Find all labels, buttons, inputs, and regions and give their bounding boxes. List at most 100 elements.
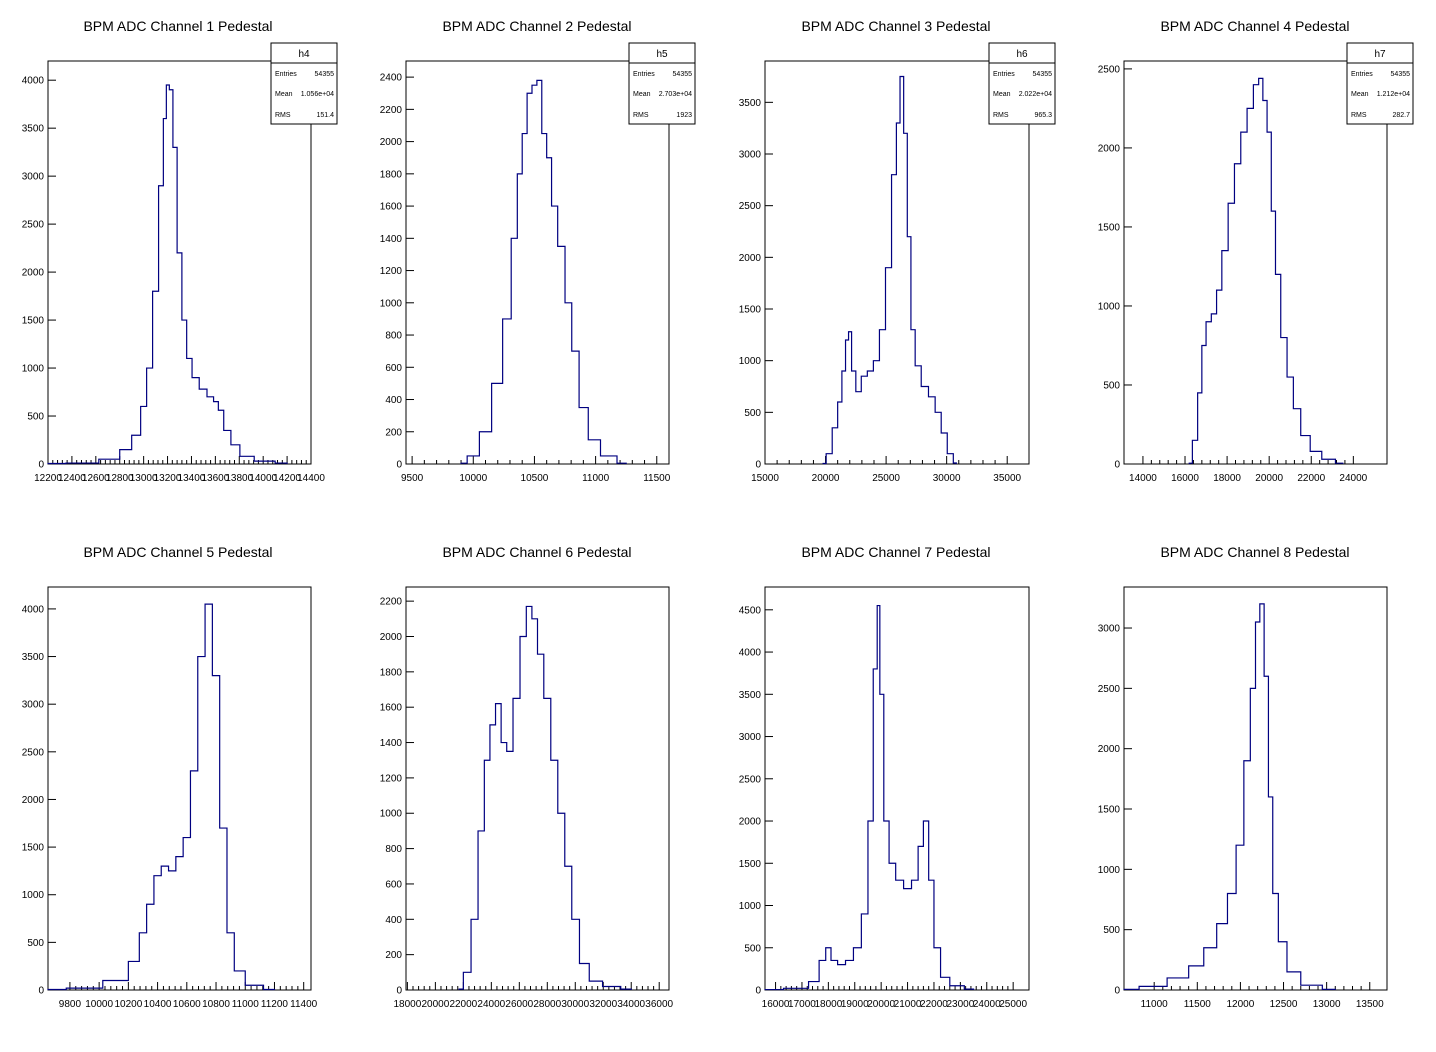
y-tick-label: 1400 <box>380 234 403 245</box>
stat-label: RMS <box>633 112 649 119</box>
x-tick-label: 20000 <box>421 999 449 1010</box>
x-tick-label: 10800 <box>202 999 230 1010</box>
stats-box: h7 Entries 54355 Mean 1.212e+04 RMS 282.7 <box>1346 42 1414 125</box>
y-tick-label: 3000 <box>1098 624 1121 635</box>
x-tick-label: 25000 <box>872 473 900 484</box>
x-tick-label: 10200 <box>114 999 142 1010</box>
x-tick-label: 13000 <box>1313 999 1341 1010</box>
plot-frame <box>405 60 670 465</box>
panel-title: BPM ADC Channel 6 Pedestal <box>442 544 631 560</box>
panel-title: BPM ADC Channel 7 Pedestal <box>801 544 990 560</box>
y-tick-label: 3000 <box>22 172 45 183</box>
y-tick-label: 2000 <box>22 795 45 806</box>
y-tick-label: 2500 <box>1098 684 1121 695</box>
histogram-series <box>458 605 632 990</box>
histogram-name: h4 <box>298 49 310 60</box>
x-tick-label: 13200 <box>154 473 182 484</box>
x-tick-label: 20000 <box>1255 473 1283 484</box>
stat-label: Mean <box>633 91 651 98</box>
y-tick-label: 1000 <box>1098 301 1121 312</box>
x-tick-label: 13600 <box>201 473 229 484</box>
plot-frame <box>764 60 1030 465</box>
histogram-series <box>460 79 627 464</box>
x-tick-label: 15000 <box>751 473 779 484</box>
y-tick-label: 4000 <box>22 76 45 87</box>
panel-title: BPM ADC Channel 4 Pedestal <box>1160 18 1349 34</box>
x-tick-label: 16000 <box>1171 473 1199 484</box>
y-tick-label: 500 <box>27 938 44 949</box>
stat-label: Mean <box>1351 91 1369 98</box>
x-tick-label: 24000 <box>477 999 505 1010</box>
x-tick-label: 22000 <box>449 999 477 1010</box>
plot-frame <box>405 586 670 991</box>
histogram-series <box>47 84 288 465</box>
x-tick-label: 14200 <box>273 473 301 484</box>
y-tick-label: 2500 <box>1098 64 1121 75</box>
y-tick-label: 3500 <box>739 98 762 109</box>
x-tick-label: 18000 <box>393 999 421 1010</box>
stats-box: h6 Entries 54355 Mean 2.022e+04 RMS 965.3 <box>988 42 1056 125</box>
stat-label: Mean <box>275 91 293 98</box>
x-tick-label: 13500 <box>1356 999 1384 1010</box>
stat-label: RMS <box>1351 112 1367 119</box>
y-tick-label: 3500 <box>22 652 45 663</box>
y-tick-label: 3500 <box>739 690 762 701</box>
y-tick-label: 1000 <box>380 298 403 309</box>
y-tick-label: 1800 <box>380 667 403 678</box>
stat-value: 1923 <box>676 112 692 119</box>
x-tick-label: 11400 <box>290 999 318 1010</box>
y-tick-label: 1000 <box>22 364 45 375</box>
stat-value: 2.703e+04 <box>659 91 692 98</box>
x-tick-label: 18000 <box>814 999 842 1010</box>
y-tick-label: 1500 <box>22 316 45 327</box>
y-tick-label: 1200 <box>380 773 403 784</box>
y-tick-label: 600 <box>385 363 402 374</box>
y-tick-label: 1200 <box>380 266 403 277</box>
stat-value: 965.3 <box>1034 112 1052 119</box>
stat-label: RMS <box>993 112 1009 119</box>
y-tick-label: 2500 <box>22 220 45 231</box>
y-tick-label: 3000 <box>739 732 762 743</box>
y-tick-label: 2500 <box>739 774 762 785</box>
y-tick-label: 500 <box>744 408 761 419</box>
y-tick-label: 1500 <box>739 859 762 870</box>
x-tick-label: 13000 <box>130 473 158 484</box>
stats-frame <box>988 42 1056 125</box>
y-tick-label: 1600 <box>380 202 403 213</box>
x-tick-label: 20000 <box>812 473 840 484</box>
histogram-series <box>1188 77 1344 464</box>
y-tick-label: 400 <box>385 395 402 406</box>
stat-value: 54355 <box>1391 71 1411 78</box>
x-tick-label: 11200 <box>261 999 289 1010</box>
y-tick-label: 600 <box>385 879 402 890</box>
y-tick-label: 2000 <box>1098 744 1121 755</box>
x-tick-label: 10500 <box>521 473 549 484</box>
stats-frame <box>628 42 696 125</box>
x-tick-label: 22000 <box>920 999 948 1010</box>
x-tick-label: 11000 <box>232 999 260 1010</box>
x-tick-label: 11000 <box>582 473 610 484</box>
x-tick-label: 14000 <box>249 473 277 484</box>
x-tick-label: 24000 <box>973 999 1001 1010</box>
x-tick-label: 10400 <box>144 999 172 1010</box>
histogram-series <box>822 75 957 465</box>
panel-title: BPM ADC Channel 1 Pedestal <box>83 18 272 34</box>
histogram-panel-7: BPM ADC Channel 7 Pedestal 16000170001800… <box>739 42 1056 1010</box>
y-tick-label: 3000 <box>22 700 45 711</box>
x-tick-label: 22000 <box>1297 473 1325 484</box>
y-tick-label: 500 <box>744 943 761 954</box>
y-tick-label: 1600 <box>380 703 403 714</box>
y-tick-label: 500 <box>1103 925 1120 936</box>
x-tick-label: 24000 <box>1339 473 1367 484</box>
y-tick-label: 800 <box>385 844 402 855</box>
x-tick-label: 30000 <box>561 999 589 1010</box>
x-tick-label: 10600 <box>173 999 201 1010</box>
y-tick-label: 2500 <box>739 201 762 212</box>
y-tick-label: 200 <box>385 950 402 961</box>
y-tick-label: 800 <box>385 331 402 342</box>
x-tick-label: 9500 <box>401 473 424 484</box>
stats-box: h5 Entries 54355 Mean 2.703e+04 RMS 1923 <box>628 42 696 125</box>
x-tick-label: 12200 <box>34 473 62 484</box>
x-tick-label: 20000 <box>867 999 895 1010</box>
